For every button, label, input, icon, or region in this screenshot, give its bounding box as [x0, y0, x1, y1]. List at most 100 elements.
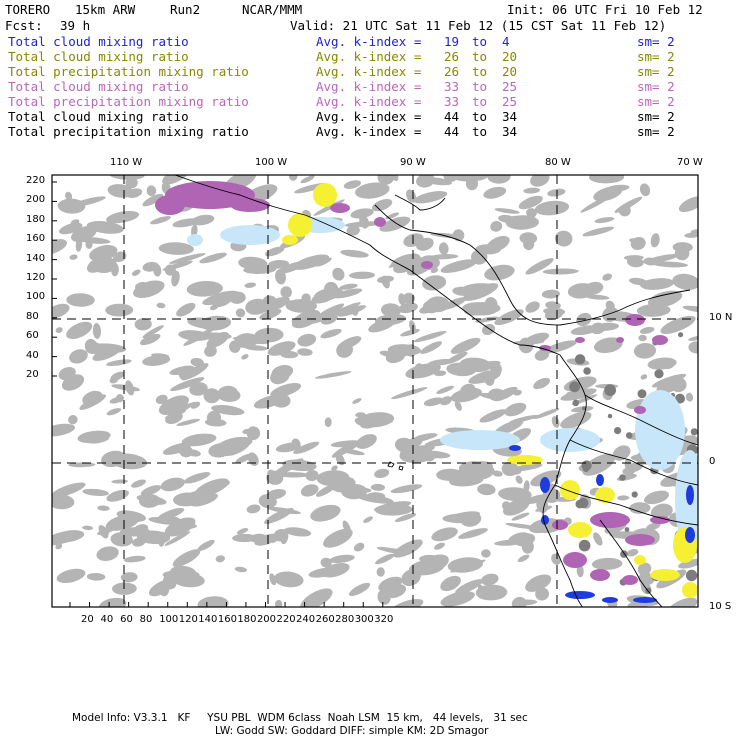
cloud-blob — [254, 327, 284, 343]
cloud-blob — [105, 514, 140, 531]
cloud-blob — [259, 308, 282, 320]
coastline — [554, 484, 698, 526]
cloud-blob — [98, 597, 127, 607]
left-grid-label: 80 — [26, 310, 39, 322]
bottom-grid-label: 280 — [335, 614, 355, 625]
cloud-blob — [131, 479, 146, 488]
cloud-blob — [688, 335, 698, 341]
legend-field: Total precipitation mixing ratio — [8, 124, 249, 139]
cloud-blob — [523, 187, 541, 194]
light-blue-cloud — [440, 430, 520, 450]
cloud-blob — [630, 237, 646, 250]
cloud-blob — [646, 522, 661, 531]
cloud-blob — [513, 533, 536, 547]
cloud-blob — [112, 251, 127, 263]
cloud-blob — [440, 259, 478, 273]
cloud-blob — [52, 494, 75, 510]
cloud-blob — [238, 256, 268, 270]
cloud-blob — [271, 365, 294, 379]
cloud-blob — [429, 254, 459, 260]
blue-mixing-ratio — [540, 477, 550, 493]
legend-k1: 26 — [444, 49, 460, 64]
convective-cell — [637, 389, 647, 399]
convective-cell — [678, 332, 684, 338]
cloud-blob — [178, 367, 188, 381]
cloud-blob — [292, 254, 330, 270]
cloud-blob — [385, 349, 406, 364]
cloud-blob — [513, 389, 522, 396]
bottom-grid-label: 20 — [81, 614, 94, 625]
cloud-blob — [186, 280, 223, 297]
cloud-blob — [643, 490, 670, 505]
cloud-blob — [339, 283, 358, 290]
cloud-blob — [626, 548, 639, 557]
convective-cell — [619, 474, 626, 481]
cloud-blob — [647, 290, 683, 308]
legend-k2: 20 — [502, 49, 518, 64]
bottom-grid-label: 200 — [256, 614, 277, 625]
cloud-blob — [136, 494, 167, 505]
cloud-blob — [197, 539, 215, 552]
cloud-blob — [66, 293, 95, 307]
cloud-blob — [468, 369, 502, 384]
cloud-blob — [211, 404, 245, 416]
cloud-blob — [191, 214, 215, 226]
cloud-blob — [602, 306, 619, 322]
model-name: TORERO — [5, 2, 51, 17]
cloud-blob — [582, 453, 616, 476]
cloud-blob — [110, 371, 125, 381]
cloud-blob — [343, 180, 361, 189]
cloud-blob — [173, 523, 197, 530]
cloud-blob — [484, 264, 515, 281]
cloud-blob — [624, 458, 632, 472]
cloud-blob — [390, 175, 399, 181]
right-latitude-label: 10 S — [709, 601, 732, 612]
cloud-blob — [373, 501, 412, 512]
cloud-blob — [494, 309, 524, 326]
convective-cell — [604, 384, 616, 397]
cloud-blob — [275, 472, 310, 478]
coastline — [584, 394, 698, 446]
cloud-blob — [660, 315, 696, 334]
cloud-blob — [458, 461, 487, 475]
cloud-blob — [530, 175, 550, 187]
purple-mixing-ratio — [652, 335, 668, 345]
cloud-blob — [264, 508, 294, 524]
cloud-blob — [300, 588, 333, 607]
cloud-blob — [576, 564, 584, 578]
model-info-line2: LW: Godd SW: Goddard DIFF: simple KM: 2D… — [215, 725, 489, 737]
cloud-blob — [406, 189, 417, 203]
cloud-blob — [640, 374, 648, 380]
cloud-blob — [52, 423, 76, 437]
cloud-blob — [132, 537, 146, 547]
forecast-label: Fcst: — [5, 18, 43, 33]
yellow-mixing-ratio — [568, 522, 592, 538]
cloud-blob — [183, 328, 214, 346]
cloud-blob — [150, 216, 171, 225]
cloud-blob — [567, 283, 595, 299]
legend-sm: sm= 2 — [637, 64, 675, 79]
cloud-blob — [106, 359, 132, 367]
legend-sm: sm= 2 — [637, 79, 675, 94]
cloud-blob — [125, 177, 138, 189]
legend-to: to — [472, 109, 488, 124]
cloud-blob — [336, 342, 353, 358]
cloud-blob — [651, 261, 689, 268]
cloud-blob — [629, 277, 649, 286]
cloud-blob — [463, 303, 486, 316]
cloud-blob — [86, 256, 109, 273]
cloud-blob — [399, 445, 435, 456]
left-grid-label: 120 — [26, 272, 46, 283]
legend-sm: sm= 2 — [637, 124, 675, 139]
cloud-blob — [633, 342, 657, 359]
cloud-blob — [505, 215, 529, 228]
blue-mixing-ratio — [633, 597, 657, 603]
cloud-blob — [210, 480, 230, 492]
cloud-blob — [431, 527, 458, 542]
cloud-blob — [320, 328, 342, 339]
cloud-blob — [329, 554, 355, 564]
cloud-blob — [291, 438, 301, 450]
legend-k2: 25 — [502, 79, 518, 94]
cloud-blob — [148, 517, 180, 525]
